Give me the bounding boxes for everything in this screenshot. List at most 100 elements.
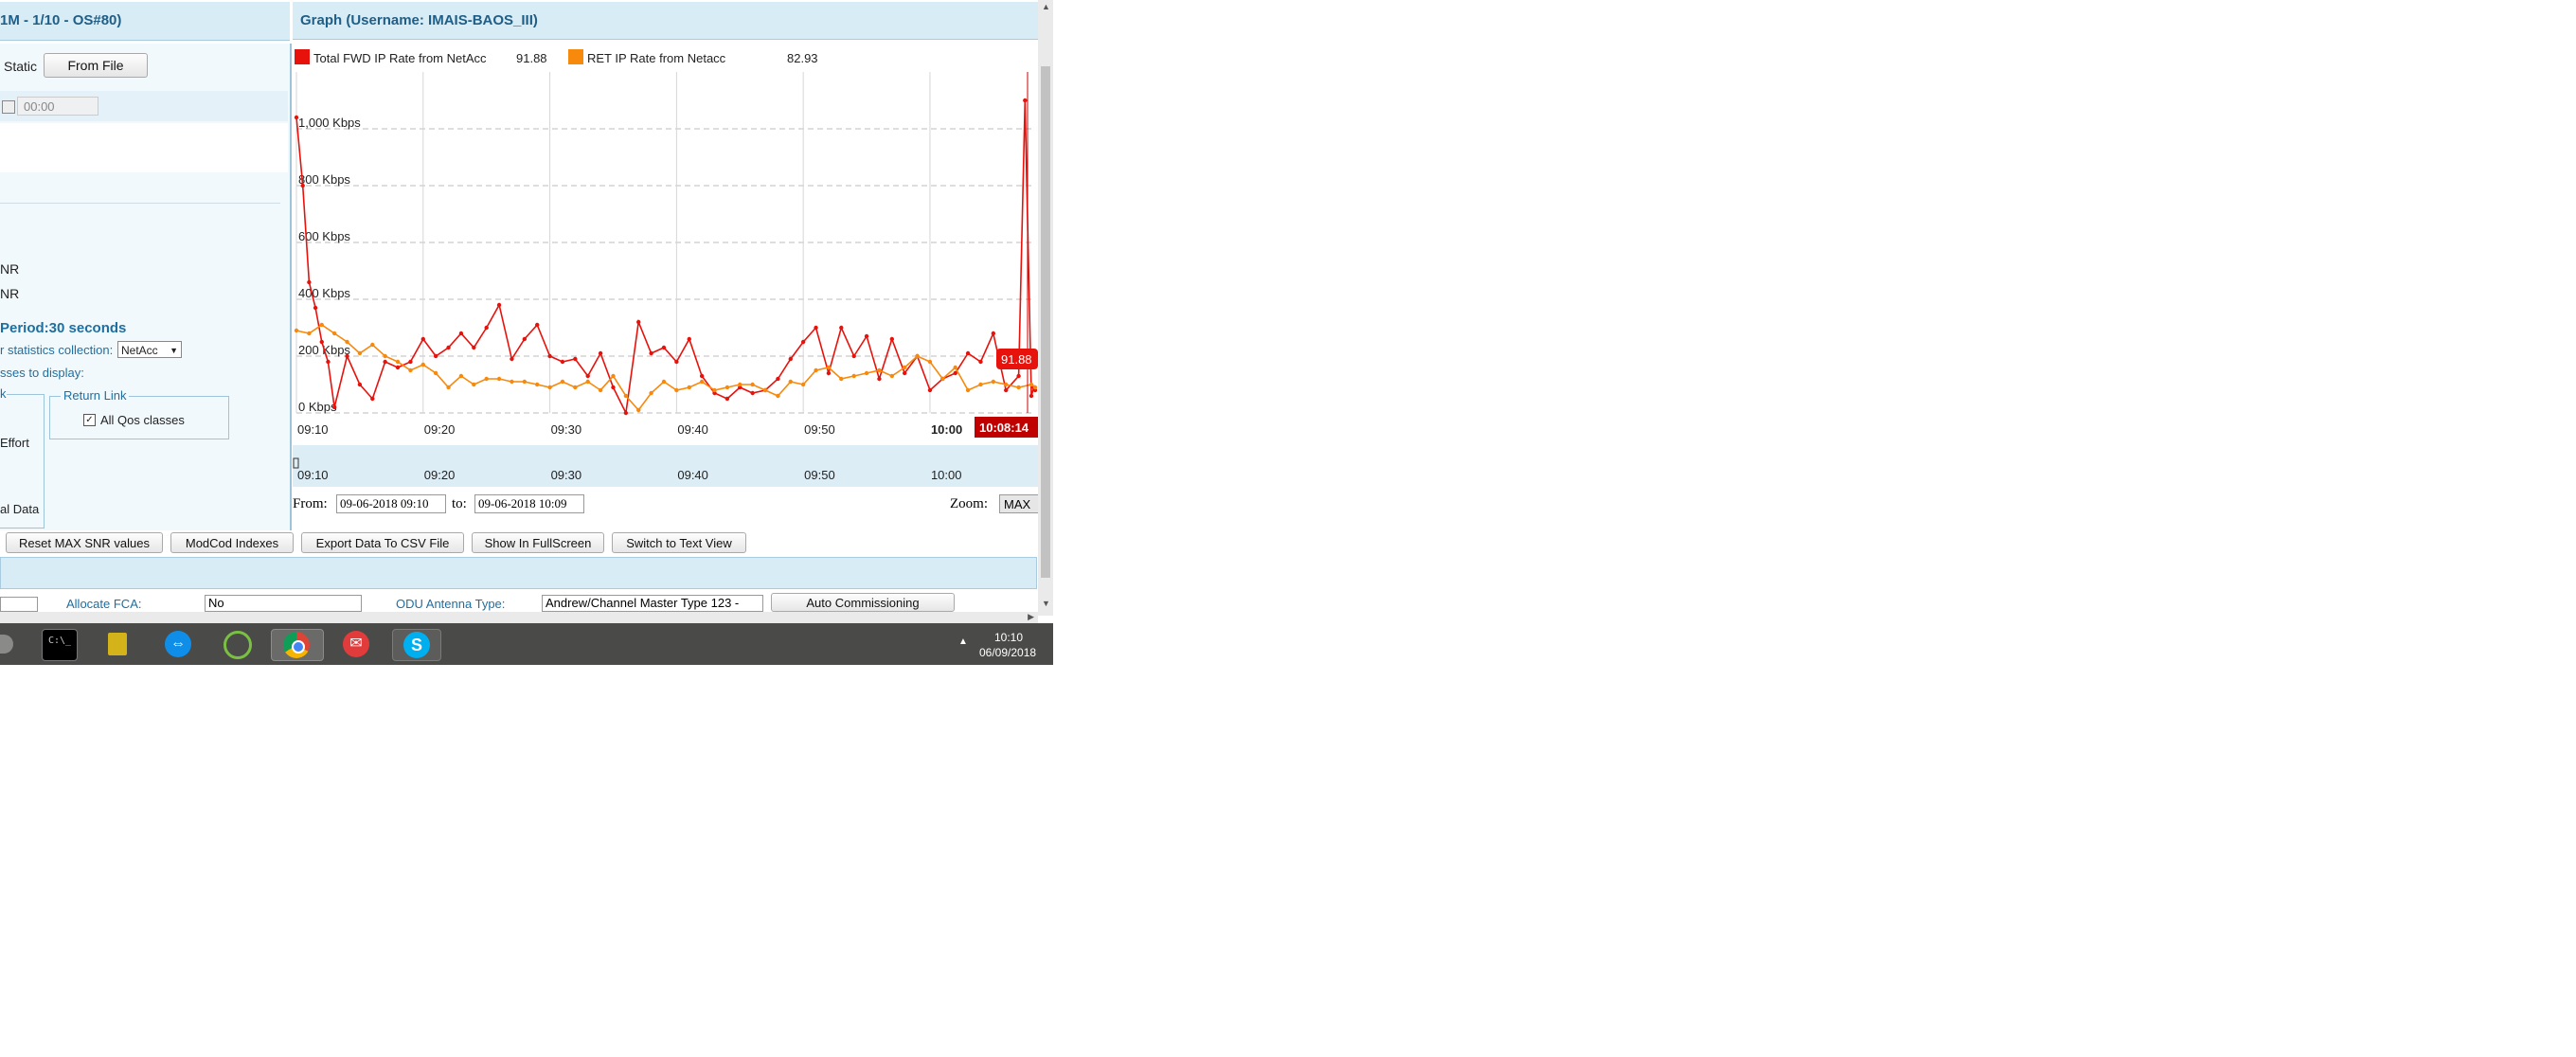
series-point-0 xyxy=(851,353,856,359)
series-line-0 xyxy=(295,99,1036,416)
legend-swatch-fwd xyxy=(295,49,310,64)
scroll-down-icon[interactable]: ▼ xyxy=(1042,599,1050,608)
cut-field[interactable] xyxy=(0,597,38,612)
all-qos-checkbox[interactable]: ✓ xyxy=(83,414,96,426)
start-orb-icon[interactable] xyxy=(0,635,13,654)
teamviewer-icon[interactable]: ⇔ xyxy=(161,629,195,659)
series-point-0 xyxy=(370,396,375,402)
series-point-1 xyxy=(877,367,882,373)
series-point-1 xyxy=(953,365,957,370)
taskbar-date[interactable]: 06/09/2018 xyxy=(979,646,1037,659)
legend: Total FWD IP Rate from NetAcc 91.88 RET … xyxy=(293,44,1038,70)
vertical-scrollbar[interactable]: ▲ ▼ xyxy=(1038,0,1053,616)
series-point-1 xyxy=(331,331,337,336)
folder-lock-icon[interactable] xyxy=(100,629,134,659)
return-link-title: Return Link xyxy=(61,388,130,403)
series-point-1 xyxy=(800,382,806,387)
series-point-0 xyxy=(1023,98,1028,103)
to-label: to: xyxy=(452,496,467,511)
fullscreen-button[interactable]: Show In FullScreen xyxy=(472,532,604,553)
series-point-1 xyxy=(484,376,489,382)
series-point-0 xyxy=(510,356,514,362)
legend-value-fwd: 91.88 xyxy=(516,51,547,65)
static-label: Static xyxy=(4,59,38,74)
legend-label-ret: RET IP Rate from Netacc xyxy=(587,51,726,65)
series-point-0 xyxy=(547,353,552,359)
allocate-fca-field[interactable]: No xyxy=(205,595,362,612)
scroll-right-icon[interactable]: ▶ xyxy=(1028,612,1034,621)
series-point-0 xyxy=(661,345,667,350)
series-point-0 xyxy=(472,345,476,350)
forward-link-group xyxy=(0,394,45,528)
series-point-1 xyxy=(1004,382,1009,387)
period-label: Period:30 seconds xyxy=(0,320,127,336)
text-view-button[interactable]: Switch to Text View xyxy=(612,532,746,553)
snr-line-2: NR xyxy=(0,286,20,301)
series-point-1 xyxy=(965,387,971,393)
series-point-1 xyxy=(864,370,869,376)
refresh-app-icon[interactable] xyxy=(220,629,254,659)
series-point-0 xyxy=(326,359,331,365)
series-point-0 xyxy=(331,404,337,410)
series-point-1 xyxy=(712,387,717,393)
series-point-1 xyxy=(649,390,653,396)
tray-arrow-icon[interactable]: ▲ xyxy=(958,636,968,647)
series-point-0 xyxy=(788,356,793,362)
auto-commissioning-button[interactable]: Auto Commissioning xyxy=(771,593,955,612)
chrome-icon[interactable] xyxy=(271,629,324,661)
allocate-fca-label: Allocate FCA: xyxy=(66,597,142,611)
series-point-0 xyxy=(839,325,844,331)
scrollbar-thumb[interactable] xyxy=(1041,66,1050,578)
skype-icon[interactable]: S xyxy=(392,629,441,661)
left-settings-panel: Static From File 00:00 NR NR Period:30 s… xyxy=(0,44,292,530)
series-point-1 xyxy=(927,359,933,365)
series-point-0 xyxy=(611,385,616,390)
series-point-0 xyxy=(420,336,425,342)
modcod-indexes-button[interactable]: ModCod Indexes xyxy=(170,532,294,553)
series-point-0 xyxy=(395,365,401,370)
from-date-input[interactable]: 09-06-2018 09:10 xyxy=(336,494,446,513)
reset-max-snr-button[interactable]: Reset MAX SNR values xyxy=(6,532,163,553)
taskbar-time[interactable]: 10:10 xyxy=(994,631,1024,644)
series-point-1 xyxy=(585,379,590,385)
terminal-icon[interactable]: C:\_ xyxy=(42,629,78,661)
x-tick-label: 09:50 xyxy=(804,422,835,437)
series-point-0 xyxy=(674,359,679,365)
mail-icon[interactable]: ✉ xyxy=(339,629,373,659)
series-point-1 xyxy=(940,376,945,382)
cursor-time-badge xyxy=(975,417,1038,438)
series-point-0 xyxy=(357,382,363,387)
series-point-1 xyxy=(294,328,299,333)
series-point-1 xyxy=(788,379,793,385)
y-tick-label: 600 Kbps xyxy=(298,229,350,243)
to-date-input[interactable]: 09-06-2018 10:09 xyxy=(474,494,584,513)
series-point-1 xyxy=(611,373,616,379)
from-label: From: xyxy=(293,496,328,511)
series-point-0 xyxy=(458,331,464,336)
series-point-1 xyxy=(598,387,603,393)
cursor-value-label: 91.88 xyxy=(1001,352,1032,367)
stats-collection-select[interactable]: NetAcc ▼ xyxy=(117,341,182,358)
series-point-1 xyxy=(851,373,856,379)
from-file-button[interactable]: From File xyxy=(44,53,148,78)
overview-tick-label: 09:30 xyxy=(551,468,582,482)
series-point-0 xyxy=(902,370,907,376)
series-point-0 xyxy=(573,356,578,362)
series-point-1 xyxy=(446,385,451,390)
horizontal-scrollbar[interactable]: ▶ xyxy=(0,612,1038,623)
zoom-select[interactable]: MAX xyxy=(999,494,1041,513)
odu-antenna-field[interactable]: Andrew/Channel Master Type 123 - xyxy=(542,595,763,612)
series-point-1 xyxy=(674,387,679,393)
series-point-1 xyxy=(560,379,565,385)
series-point-0 xyxy=(560,359,565,365)
series-point-1 xyxy=(522,379,528,385)
time-input[interactable]: 00:00 xyxy=(17,97,98,116)
scroll-up-icon[interactable]: ▲ xyxy=(1042,2,1050,11)
calendar-icon[interactable] xyxy=(2,100,15,114)
series-point-1 xyxy=(1032,385,1038,390)
export-csv-button[interactable]: Export Data To CSV File xyxy=(301,532,464,553)
series-point-0 xyxy=(965,350,971,356)
series-point-1 xyxy=(902,365,907,370)
series-point-1 xyxy=(496,376,502,382)
